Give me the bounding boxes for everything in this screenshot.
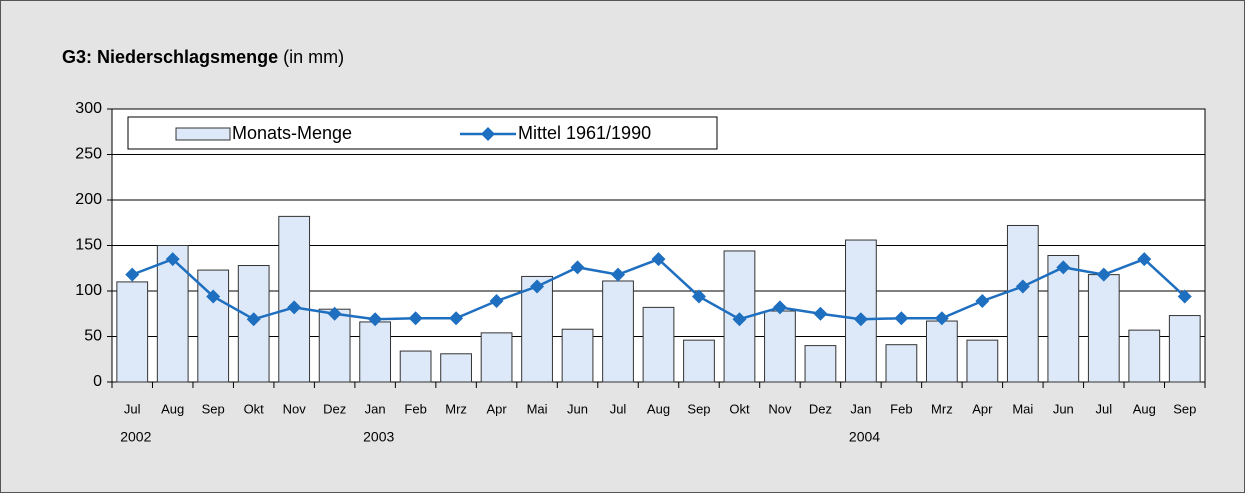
marker xyxy=(691,289,706,304)
legend-swatch xyxy=(175,127,231,141)
x-tick-label: Jan xyxy=(850,401,871,416)
marker xyxy=(611,267,626,282)
marker xyxy=(449,311,464,326)
bar xyxy=(116,281,149,383)
x-tick-label: Jul xyxy=(610,401,627,416)
marker xyxy=(246,312,261,327)
marker xyxy=(206,289,221,304)
x-tick-label: Sep xyxy=(687,401,710,416)
bar xyxy=(440,353,472,383)
bar xyxy=(278,215,311,383)
bar xyxy=(1006,224,1039,383)
bar xyxy=(642,306,675,383)
marker xyxy=(165,252,180,267)
marker xyxy=(772,300,787,315)
x-tick-label: Nov xyxy=(768,401,792,416)
bar xyxy=(602,280,634,383)
x-tick-label: Jun xyxy=(1053,401,1074,416)
marker xyxy=(813,306,828,321)
x-tick-label: Jun xyxy=(567,401,588,416)
x-tick-label: Okt xyxy=(244,401,265,416)
marker xyxy=(1177,289,1192,304)
x-tick-label: Mai xyxy=(1012,401,1033,416)
marker xyxy=(408,311,423,326)
bar xyxy=(399,350,432,383)
x-tick-label: Jan xyxy=(365,401,386,416)
x-tick-label: Feb xyxy=(404,401,426,416)
marker xyxy=(1015,279,1030,294)
year-label: 2003 xyxy=(363,429,394,445)
marker xyxy=(975,294,990,309)
y-tick-label: 150 xyxy=(75,237,102,254)
x-tick-label: Nov xyxy=(283,401,307,416)
x-tick-label: Mrz xyxy=(931,401,953,416)
y-tick-label: 250 xyxy=(75,146,102,163)
bar xyxy=(764,310,796,383)
marker xyxy=(368,312,383,327)
x-tick-label: Feb xyxy=(890,401,912,416)
marker xyxy=(1056,260,1071,275)
marker xyxy=(1137,252,1152,267)
title-unit: (in mm) xyxy=(283,47,344,67)
bar xyxy=(966,339,999,383)
marker xyxy=(287,300,302,315)
year-label: 2002 xyxy=(120,429,151,445)
x-tick-label: Mrz xyxy=(445,401,467,416)
x-tick-label: Dez xyxy=(323,401,346,416)
chart-title: G3: Niederschlagsmenge (in mm) xyxy=(62,47,344,67)
marker xyxy=(125,267,140,282)
y-tick-label: 200 xyxy=(75,191,102,208)
x-tick-label: Jul xyxy=(1095,401,1112,416)
bar xyxy=(359,321,392,383)
legend-label: Monats-Menge xyxy=(232,123,352,143)
bar xyxy=(521,275,553,383)
marker xyxy=(327,306,342,321)
x-tick-label: Jul xyxy=(124,401,141,416)
bar xyxy=(1168,315,1201,383)
bar xyxy=(1087,274,1120,383)
x-tick-label: Okt xyxy=(729,401,750,416)
bar xyxy=(561,328,594,383)
y-tick-label: 100 xyxy=(75,282,102,299)
x-tick-label: Sep xyxy=(202,401,225,416)
bar xyxy=(925,320,958,383)
x-tick-label: Aug xyxy=(161,401,184,416)
marker xyxy=(894,311,909,326)
bar xyxy=(804,345,837,383)
marker xyxy=(732,312,747,327)
x-tick-label: Mai xyxy=(527,401,548,416)
bar xyxy=(885,344,918,383)
marker xyxy=(489,294,504,309)
marker xyxy=(570,260,585,275)
marker xyxy=(853,312,868,327)
y-tick-label: 50 xyxy=(84,328,102,345)
x-tick-label: Sep xyxy=(1173,401,1196,416)
marker xyxy=(651,252,666,267)
x-tick-label: Apr xyxy=(972,401,993,416)
marker xyxy=(934,311,949,326)
x-tick-label: Apr xyxy=(486,401,507,416)
bar xyxy=(1047,255,1080,383)
bar xyxy=(683,339,715,383)
bar xyxy=(318,308,351,383)
bar xyxy=(480,332,513,383)
bar xyxy=(197,269,230,383)
x-tick-label: Dez xyxy=(809,401,832,416)
x-tick-label: Aug xyxy=(647,401,670,416)
bar xyxy=(845,239,877,383)
y-tick-label: 300 xyxy=(75,100,102,117)
y-tick-label: 0 xyxy=(93,373,102,390)
year-label: 2004 xyxy=(849,429,880,445)
legend-swatch xyxy=(481,127,495,141)
title-main: G3: Niederschlagsmenge xyxy=(62,47,278,67)
marker xyxy=(1096,267,1111,282)
marker xyxy=(530,279,545,294)
legend-label: Mittel 1961/1990 xyxy=(518,123,651,143)
x-tick-label: Aug xyxy=(1133,401,1156,416)
bar xyxy=(1128,329,1161,383)
